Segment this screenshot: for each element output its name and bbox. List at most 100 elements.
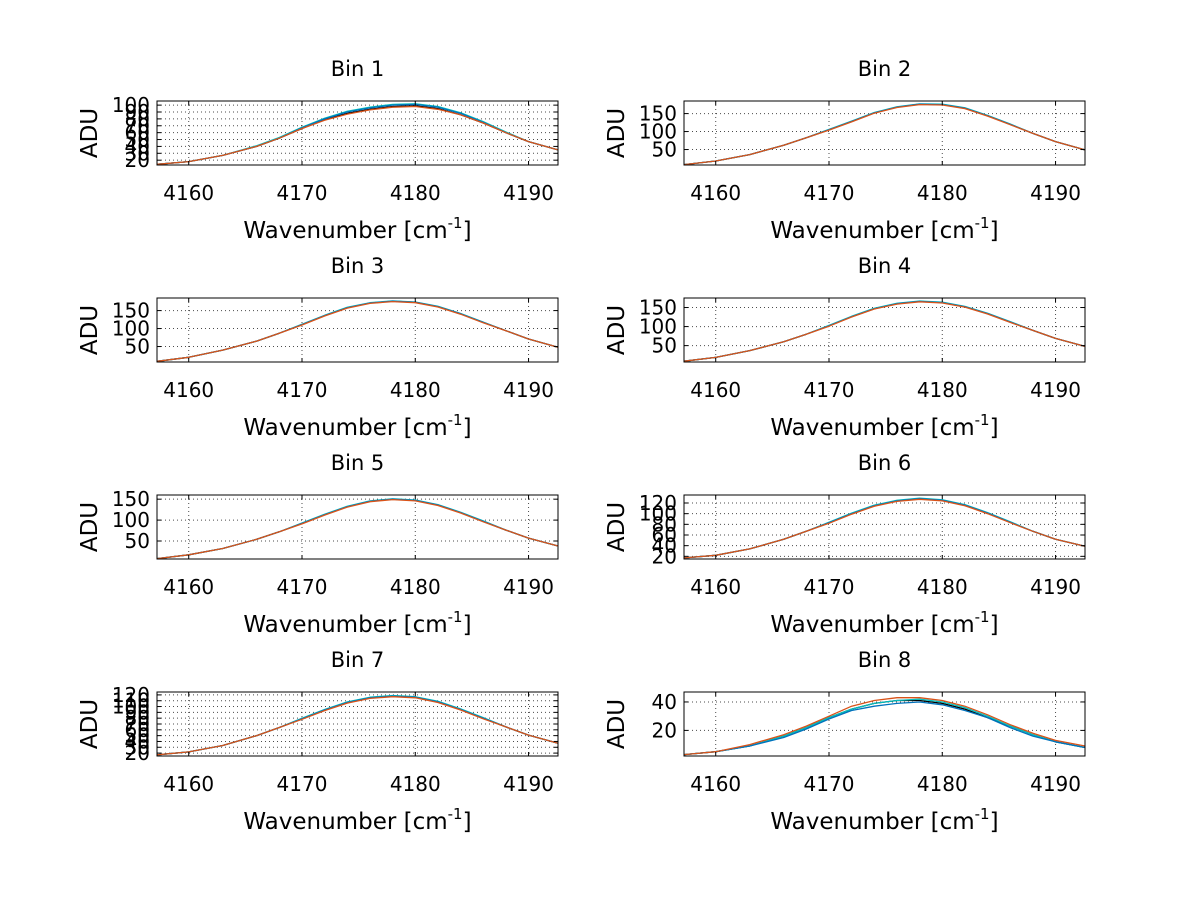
x-axis-label-suffix: ] — [463, 612, 472, 638]
y-axis-label: ADU — [77, 502, 103, 552]
x-tick-label: 4180 — [917, 575, 968, 599]
y-axis-label: ADU — [604, 305, 630, 355]
x-tick-label: 4190 — [1030, 575, 1081, 599]
x-axis-label-text: Wavenumber [cm — [770, 415, 974, 441]
x-tick-label: 4160 — [690, 772, 741, 796]
y-tick-label: 100 — [112, 695, 150, 719]
y-tick-label: 80 — [125, 107, 150, 131]
y-tick-label: 90 — [125, 100, 150, 124]
x-axis-label-superscript: -1 — [975, 608, 990, 626]
y-axis-label: ADU — [604, 699, 630, 749]
x-axis-label-superscript: -1 — [448, 805, 463, 823]
series-line-4 — [156, 696, 559, 756]
x-tick-label: 4170 — [277, 181, 328, 205]
x-tick-label: 4170 — [277, 772, 328, 796]
x-tick-label: 4160 — [690, 378, 741, 402]
x-axis-label: Wavenumber [cm-1] — [770, 608, 998, 638]
y-tick-label: 60 — [652, 523, 677, 547]
x-tick-label: 4180 — [917, 378, 968, 402]
x-tick-label: 4160 — [163, 181, 214, 205]
x-axis-label: Wavenumber [cm-1] — [243, 214, 471, 244]
y-tick-label: 70 — [125, 712, 150, 736]
x-tick-label: 4180 — [390, 575, 441, 599]
chart-title: Bin 1 — [331, 57, 385, 81]
axes-box — [683, 297, 1086, 363]
x-tick-label: 4170 — [804, 181, 855, 205]
x-axis-label-superscript: -1 — [448, 214, 463, 232]
x-tick-label: 4180 — [390, 772, 441, 796]
x-tick-label: 4190 — [1030, 378, 1081, 402]
x-axis-label-superscript: -1 — [448, 411, 463, 429]
x-axis-label-superscript: -1 — [975, 411, 990, 429]
series-line-4 — [683, 301, 1086, 362]
chart-title: Bin 7 — [331, 648, 385, 672]
y-tick-label: 100 — [639, 120, 677, 144]
y-tick-label: 100 — [112, 317, 150, 341]
y-tick-label: 110 — [112, 689, 150, 713]
y-tick-label: 60 — [125, 718, 150, 742]
y-tick-label: 150 — [639, 296, 677, 320]
y-tick-label: 50 — [125, 529, 150, 553]
axes-box — [683, 100, 1086, 166]
x-tick-label: 4170 — [277, 575, 328, 599]
x-tick-label: 4160 — [690, 575, 741, 599]
x-tick-label: 4180 — [917, 181, 968, 205]
x-tick-label: 4170 — [804, 378, 855, 402]
y-tick-label: 20 — [125, 148, 150, 172]
x-tick-label: 4190 — [503, 378, 554, 402]
x-tick-label: 4170 — [277, 378, 328, 402]
x-tick-label: 4170 — [804, 575, 855, 599]
x-tick-label: 4190 — [503, 575, 554, 599]
y-tick-label: 40 — [125, 729, 150, 753]
x-tick-label: 4190 — [1030, 181, 1081, 205]
y-tick-label: 50 — [652, 334, 677, 358]
y-axis-label: ADU — [604, 108, 630, 158]
y-tick-label: 90 — [125, 700, 150, 724]
x-tick-label: 4190 — [1030, 772, 1081, 796]
chart-title: Bin 6 — [858, 451, 912, 475]
series-line-4 — [156, 105, 559, 165]
y-tick-label: 100 — [112, 93, 150, 117]
series-line-2 — [683, 698, 1086, 756]
series-line-3 — [683, 701, 1086, 756]
x-tick-label: 4190 — [503, 772, 554, 796]
x-tick-label: 4160 — [690, 181, 741, 205]
y-tick-label: 40 — [125, 134, 150, 158]
series-line-4 — [156, 300, 559, 362]
y-tick-label: 30 — [125, 735, 150, 759]
y-axis-label: ADU — [77, 305, 103, 355]
x-axis-label-text: Wavenumber [cm — [243, 218, 447, 244]
y-tick-label: 30 — [125, 141, 150, 165]
y-tick-label: 100 — [639, 502, 677, 526]
x-tick-label: 4160 — [163, 575, 214, 599]
x-tick-label: 4180 — [390, 378, 441, 402]
x-axis-label-text: Wavenumber [cm — [243, 415, 447, 441]
y-tick-label: 40 — [652, 690, 677, 714]
y-tick-label: 120 — [639, 491, 677, 515]
axes-box — [683, 494, 1086, 560]
x-tick-label: 4180 — [917, 772, 968, 796]
x-axis-label-suffix: ] — [990, 218, 999, 244]
x-axis-label: Wavenumber [cm-1] — [243, 411, 471, 441]
x-axis-label-text: Wavenumber [cm — [243, 612, 447, 638]
y-tick-label: 50 — [125, 335, 150, 359]
x-axis-label-suffix: ] — [990, 415, 999, 441]
x-axis-label-superscript: -1 — [975, 214, 990, 232]
x-axis-label-text: Wavenumber [cm — [770, 809, 974, 835]
axes-box — [683, 691, 1086, 757]
x-axis-label-suffix: ] — [463, 809, 472, 835]
y-tick-label: 70 — [125, 114, 150, 138]
y-tick-label: 40 — [652, 534, 677, 558]
x-tick-label: 4190 — [503, 181, 554, 205]
x-axis-label: Wavenumber [cm-1] — [243, 805, 471, 835]
x-axis-label: Wavenumber [cm-1] — [243, 608, 471, 638]
axes-box — [156, 297, 559, 363]
x-axis-label-suffix: ] — [990, 612, 999, 638]
chart-title: Bin 8 — [858, 648, 912, 672]
